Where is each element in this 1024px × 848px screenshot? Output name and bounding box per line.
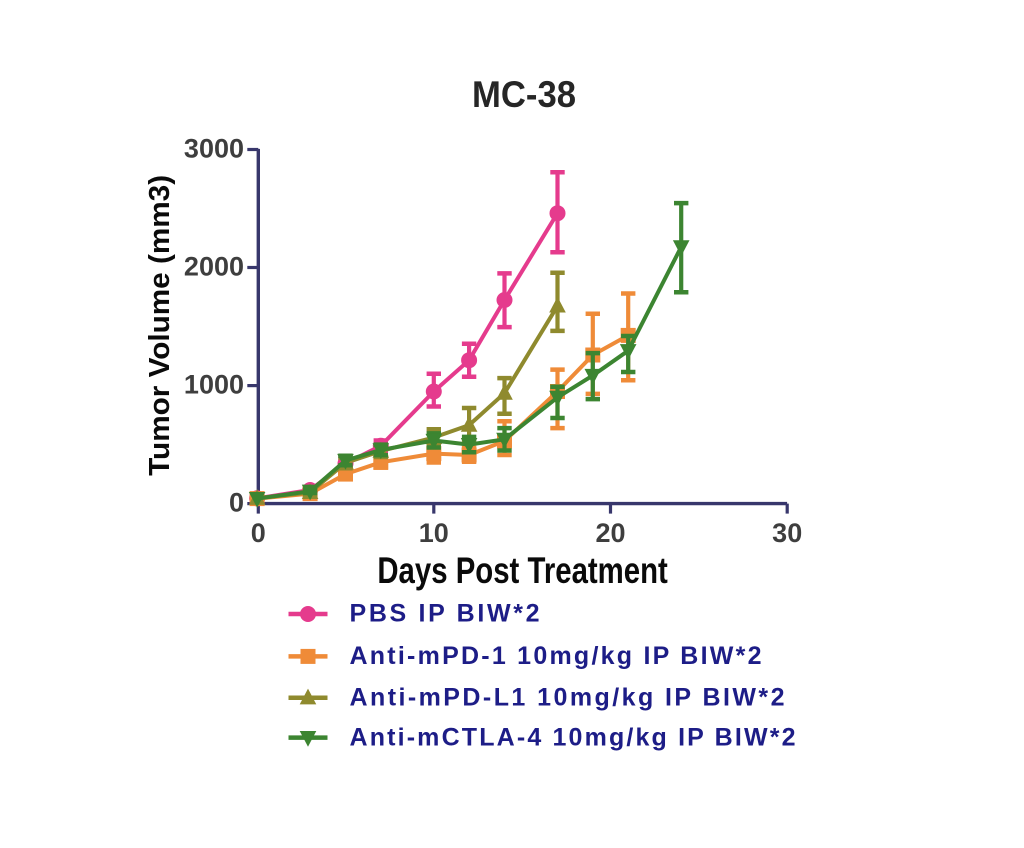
- svg-text:20: 20: [595, 518, 625, 548]
- svg-text:10: 10: [419, 518, 449, 548]
- svg-text:3000: 3000: [184, 134, 244, 164]
- svg-text:Anti-mCTLA-4 10mg/kg IP BIW*2: Anti-mCTLA-4 10mg/kg IP BIW*2: [350, 723, 796, 751]
- svg-text:Anti-mPD-1 10mg/kg IP BIW*2: Anti-mPD-1 10mg/kg IP BIW*2: [350, 642, 762, 670]
- svg-text:Days Post Treatment: Days Post Treatment: [377, 550, 668, 591]
- svg-text:1000: 1000: [184, 370, 244, 400]
- svg-text:Anti-mPD-L1 10mg/kg IP BIW*2: Anti-mPD-L1 10mg/kg IP BIW*2: [350, 684, 785, 712]
- svg-text:0: 0: [229, 488, 244, 518]
- svg-text:Tumor Volume (mm3): Tumor Volume (mm3): [144, 175, 176, 476]
- svg-text:30: 30: [772, 518, 802, 548]
- svg-text:2000: 2000: [184, 252, 244, 282]
- svg-text:0: 0: [251, 518, 266, 548]
- svg-text:MC-38: MC-38: [472, 73, 576, 115]
